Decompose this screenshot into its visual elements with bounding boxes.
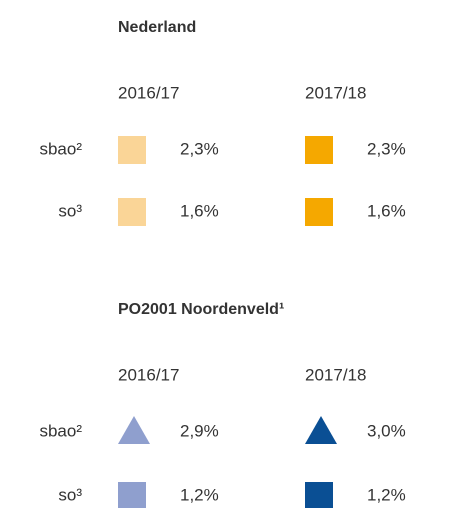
triangle-icon (305, 416, 337, 444)
value-label: 1,6% (180, 201, 219, 220)
value-label: 2,3% (367, 139, 406, 158)
square-icon (305, 198, 333, 226)
value-label: 3,0% (367, 421, 406, 440)
row-label: so³ (58, 201, 82, 220)
triangle-icon (118, 416, 150, 444)
column-header: 2016/17 (118, 365, 179, 384)
square-icon (118, 136, 146, 164)
square-icon (305, 482, 333, 508)
square-icon (118, 482, 146, 508)
value-label: 1,2% (367, 485, 406, 504)
section-title: PO2001 Noordenveld¹ (118, 301, 284, 318)
row-label: sbao² (39, 421, 82, 440)
row-label: sbao² (39, 139, 82, 158)
square-icon (305, 136, 333, 164)
section-title: Nederland (118, 19, 196, 36)
column-header: 2017/18 (305, 365, 366, 384)
value-label: 2,9% (180, 421, 219, 440)
square-icon (118, 198, 146, 226)
column-header: 2016/17 (118, 83, 179, 102)
column-header: 2017/18 (305, 83, 366, 102)
row-label: so³ (58, 485, 82, 504)
value-label: 1,6% (367, 201, 406, 220)
value-label: 1,2% (180, 485, 219, 504)
value-label: 2,3% (180, 139, 219, 158)
